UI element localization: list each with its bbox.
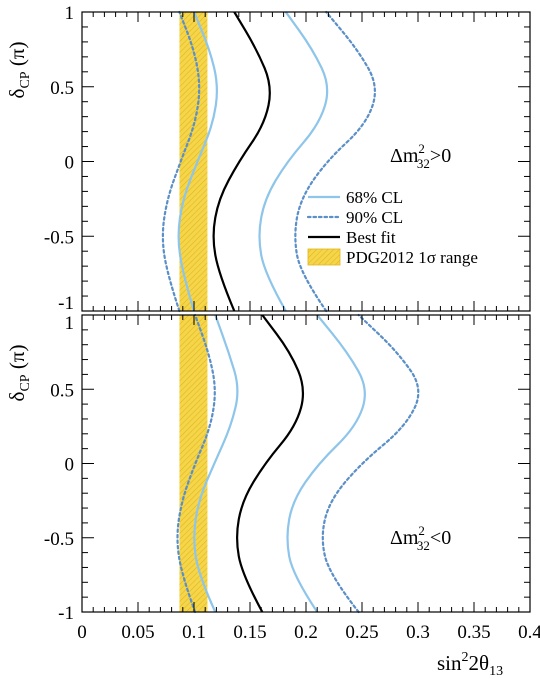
y-tick-label: -1: [58, 293, 74, 314]
plot-frame: [81, 314, 531, 613]
y-axis-title: δCP (π): [5, 42, 33, 99]
y-tick-label: -1: [58, 603, 74, 624]
y-tick-label: 0: [65, 153, 75, 174]
curve-best-0: [212, 11, 271, 312]
x-tick-label: 0.1: [182, 622, 206, 643]
x-tick-label: 0: [77, 622, 87, 643]
x-tick-label: 0.15: [233, 622, 266, 643]
curve-cl68-1: [177, 11, 218, 312]
x-tick-label: 0.05: [121, 622, 154, 643]
mass-hierarchy-annotation: Δm2 32<0: [390, 523, 451, 553]
panel-positive-mass: -1 -0.5 0 0.5 1 Δm2 32>0 δCP (π): [5, 3, 531, 314]
pdg-band: [179, 315, 208, 612]
y-tick-label: -0.5: [44, 529, 74, 550]
curve-cl90-4: [294, 10, 376, 313]
legend-label-cl68: 68% CL: [346, 188, 403, 207]
x-tick-label: 0.4: [518, 622, 540, 643]
curve-cl68-2: [286, 314, 366, 613]
curve-cl90-4: [321, 313, 420, 614]
curve-cl68-2: [258, 11, 329, 312]
y-tick-label: 0: [65, 455, 75, 476]
legend-band-swatch: [307, 248, 341, 266]
x-axis-title: sin22θ13: [437, 650, 503, 679]
x-tick-label: 0.2: [294, 622, 318, 643]
y-tick-labels: -1 -0.5 0 0.5 1: [44, 313, 74, 624]
y-tick-labels: -1 -0.5 0 0.5 1: [44, 3, 74, 314]
pdg-band: [179, 12, 208, 311]
mass-hierarchy-annotation: Δm2 32>0: [390, 141, 451, 171]
y-axis-title: δCP (π): [5, 345, 33, 402]
y-tick-label: 1: [65, 3, 75, 24]
x-tick-label: 0.35: [457, 622, 490, 643]
x-tick-label: 0.3: [406, 622, 430, 643]
tick-marks: [81, 11, 531, 312]
curve-cl68-1: [193, 314, 239, 613]
curve-layer: [176, 313, 420, 614]
legend-label-best: Best fit: [346, 228, 396, 247]
x-tick-labels: 0 0.05 0.1 0.15 0.2 0.25 0.3 0.35 0.4: [77, 622, 540, 643]
legend-label-cl90: 90% CL: [346, 208, 403, 227]
pdg-band-rect: [179, 12, 208, 311]
y-tick-label: 0.5: [50, 380, 74, 401]
curve-layer: [161, 10, 376, 313]
y-tick-label: 1: [65, 313, 75, 334]
curve-best-0: [236, 314, 305, 613]
curve-cl90-3: [176, 313, 216, 614]
x-tick-label: 0.25: [345, 622, 378, 643]
tick-marks: [81, 314, 531, 613]
y-tick-label: -0.5: [44, 227, 74, 248]
y-tick-label: 0.5: [50, 78, 74, 99]
legend-label-band: PDG2012 1σ range: [346, 248, 478, 267]
curve-cl90-3: [161, 10, 201, 313]
panel-negative-mass: -1 -0.5 0 0.5 1 Δm2 32<0 δCP (π): [5, 313, 531, 624]
pdg-band-rect: [179, 315, 208, 612]
